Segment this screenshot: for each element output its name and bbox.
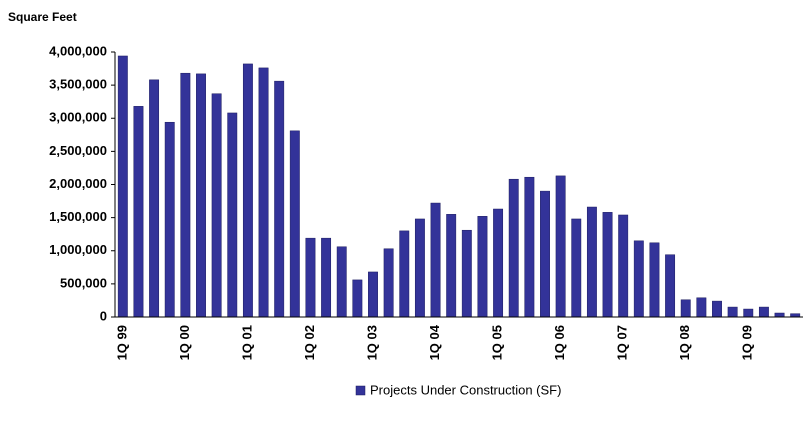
x-tick-label: 1Q 04 — [427, 324, 442, 360]
bar — [133, 106, 144, 318]
bar — [242, 63, 253, 318]
y-tick-label: 0 — [100, 308, 107, 323]
bar — [586, 206, 597, 318]
bar — [289, 130, 300, 318]
bar — [383, 248, 394, 318]
x-tick-label: 1Q 07 — [615, 325, 630, 360]
x-tick-label: 1Q 09 — [740, 325, 755, 360]
bar — [305, 237, 316, 318]
bar — [727, 306, 738, 318]
bar — [274, 80, 285, 318]
bar — [321, 237, 332, 318]
x-tick-label: 1Q 02 — [302, 325, 317, 360]
y-tick-label: 2,000,000 — [49, 176, 107, 191]
bar — [618, 214, 629, 318]
bar — [258, 67, 269, 318]
bar — [164, 121, 175, 318]
bar — [149, 79, 160, 318]
y-tick-label: 4,000,000 — [49, 43, 107, 58]
legend-label: Projects Under Construction (SF) — [370, 382, 561, 397]
bar — [540, 190, 550, 318]
bar — [461, 229, 472, 318]
bar — [680, 299, 691, 318]
x-tick-label: 1Q 06 — [552, 325, 567, 360]
x-tick-label: 1Q 00 — [177, 325, 192, 360]
bar — [633, 240, 644, 318]
bar — [649, 242, 660, 318]
bar — [712, 300, 722, 318]
bar — [196, 73, 206, 318]
x-tick-label: 1Q 99 — [114, 325, 129, 360]
bar — [211, 93, 222, 318]
bar — [399, 230, 410, 318]
bar — [555, 175, 566, 318]
bar — [180, 72, 191, 318]
x-tick-label: 1Q 08 — [677, 325, 692, 360]
bar — [117, 55, 128, 318]
bar — [352, 279, 363, 318]
bar — [477, 216, 488, 318]
bar — [571, 218, 582, 318]
x-tick-label: 1Q 03 — [364, 325, 379, 360]
y-tick-label: 1,500,000 — [49, 209, 107, 224]
y-tick-label: 3,000,000 — [49, 110, 107, 125]
y-axis-title: Square Feet — [8, 10, 77, 24]
x-tick-label: 1Q 05 — [490, 325, 505, 360]
legend-swatch — [355, 385, 366, 396]
bar — [524, 176, 535, 318]
bar — [508, 178, 519, 318]
y-tick-label: 1,000,000 — [49, 242, 107, 257]
y-tick-label: 500,000 — [60, 275, 107, 290]
bar — [665, 254, 676, 318]
bar — [430, 202, 441, 318]
bar — [774, 312, 785, 318]
bar — [743, 308, 754, 318]
bar — [493, 208, 504, 318]
bar — [696, 297, 707, 318]
y-tick-label: 2,500,000 — [49, 143, 107, 158]
bar — [446, 214, 457, 318]
bar — [414, 218, 425, 318]
bar — [227, 112, 238, 318]
bar — [758, 306, 769, 318]
x-tick-label: 1Q 01 — [239, 325, 254, 360]
bar — [368, 271, 378, 318]
bar — [336, 246, 347, 318]
y-tick-label: 3,500,000 — [49, 77, 107, 92]
bar — [602, 212, 613, 318]
